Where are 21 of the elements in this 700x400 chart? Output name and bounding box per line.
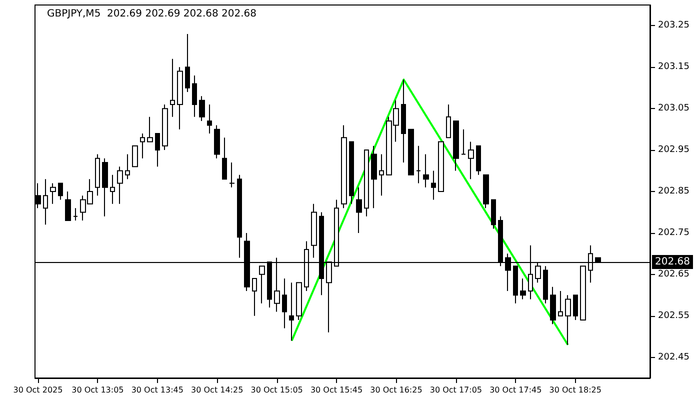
y-tick-label: 202.65 [658, 269, 690, 280]
y-tick-label: 203.05 [658, 104, 690, 114]
y-tick-label: 202.55 [658, 310, 690, 321]
y-tick-label: 202.45 [658, 352, 690, 362]
x-tick-label: 30 Oct 15:45 [310, 386, 363, 394]
x-tick-label: 30 Oct 13:05 [72, 386, 124, 394]
ref-line-label: 202.68 [655, 256, 690, 268]
x-tick-label: 30 Oct 16:25 [370, 386, 422, 394]
x-tick-label: 30 Oct 17:45 [490, 386, 542, 394]
x-tick-label: 30 Oct 13:45 [131, 386, 184, 394]
y-tick-label: 202.75 [658, 228, 690, 238]
y-tick-label: 203.25 [658, 20, 690, 31]
x-tick-label: 30 Oct 18:25 [549, 386, 602, 394]
x-tick-label: 30 Oct 2025 [13, 386, 63, 394]
x-tick-label: 30 Oct 15:05 [250, 386, 303, 394]
x-tick-label: 30 Oct 17:05 [430, 386, 482, 394]
x-tick-label: 30 Oct 14:25 [191, 386, 244, 394]
chart-title: GBPJPY,M5 202.69 202.69 202.68 202.68 [47, 8, 257, 20]
y-tick-label: 202.95 [658, 145, 690, 156]
y-tick-label: 203.15 [658, 62, 690, 72]
y-tick-label: 202.85 [658, 186, 690, 196]
